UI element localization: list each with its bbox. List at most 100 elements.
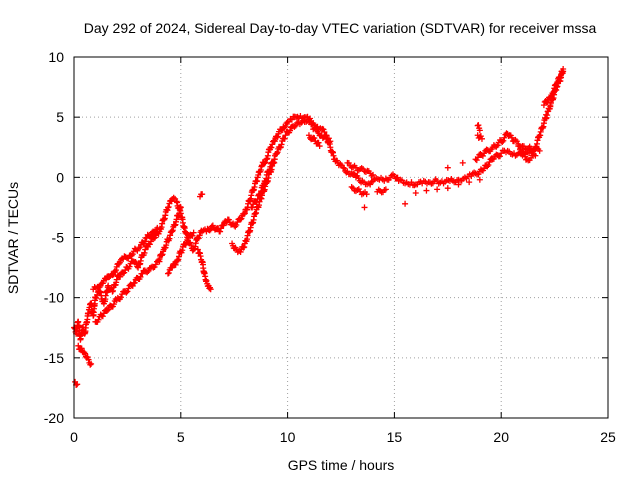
- data-point: [532, 152, 539, 159]
- data-point: [486, 159, 493, 166]
- data-point: [345, 160, 352, 167]
- data-point: [177, 204, 184, 211]
- data-point: [253, 199, 260, 206]
- data-point: [241, 211, 248, 218]
- data-point: [237, 216, 244, 223]
- data-point: [277, 144, 284, 151]
- data-point: [217, 228, 224, 235]
- plot-frame: [73, 56, 609, 419]
- data-point: [104, 307, 111, 314]
- data-point: [499, 138, 506, 145]
- data-point: [363, 191, 370, 198]
- data-point: [189, 232, 196, 239]
- data-point: [110, 301, 117, 308]
- data-point: [485, 161, 492, 168]
- data-point: [555, 78, 562, 85]
- data-point: [241, 244, 248, 251]
- data-point: [516, 146, 523, 153]
- data-point: [308, 121, 315, 128]
- data-point: [543, 111, 550, 118]
- data-point: [185, 235, 192, 242]
- data-point: [124, 288, 131, 295]
- data-point: [147, 232, 154, 239]
- data-point: [85, 356, 92, 363]
- data-point: [99, 313, 106, 320]
- data-point: [466, 179, 473, 186]
- x-tick-label: 10: [280, 429, 296, 445]
- data-point: [496, 153, 503, 160]
- data-point: [165, 204, 172, 211]
- data-point: [120, 270, 127, 277]
- data-point: [78, 345, 85, 352]
- data-point: [291, 123, 298, 130]
- data-point: [99, 280, 106, 287]
- y-tick-label: -5: [52, 230, 65, 246]
- data-point: [129, 251, 136, 258]
- data-point: [220, 222, 227, 229]
- data-point: [265, 168, 272, 175]
- x-axis-label: GPS time / hours: [288, 457, 395, 473]
- data-point: [141, 249, 148, 256]
- y-axis-label: SDTVAR / TECUs: [5, 182, 21, 294]
- data-point: [481, 165, 488, 172]
- x-tick-label: 15: [387, 429, 403, 445]
- data-point: [292, 122, 299, 129]
- data-point: [207, 286, 214, 293]
- data-point: [82, 350, 89, 357]
- data-point: [249, 204, 256, 211]
- data-point: [199, 191, 206, 198]
- data-point: [551, 87, 558, 94]
- data-point: [87, 361, 94, 368]
- data-point: [131, 279, 138, 286]
- data-point: [144, 269, 151, 276]
- data-point: [350, 170, 357, 177]
- data-point: [377, 188, 384, 195]
- data-point: [195, 235, 202, 242]
- data-point: [203, 277, 210, 284]
- data-point: [139, 270, 146, 277]
- data-point: [206, 227, 213, 234]
- data-point: [238, 215, 245, 222]
- chart-title: Day 292 of 2024, Sidereal Day-to-day VTE…: [84, 20, 597, 36]
- data-point: [411, 182, 418, 189]
- data-point: [105, 282, 112, 289]
- data-point: [225, 216, 232, 223]
- data-point: [103, 276, 110, 283]
- data-point: [278, 141, 285, 148]
- data-point: [188, 242, 195, 249]
- data-point: [382, 186, 389, 193]
- data-point: [560, 66, 567, 73]
- data-point: [125, 255, 132, 262]
- data-point: [113, 267, 120, 274]
- data-point: [237, 248, 244, 255]
- data-point: [341, 165, 348, 172]
- data-point: [117, 294, 124, 301]
- data-point: [268, 144, 275, 151]
- data-point: [423, 187, 430, 194]
- axis-ticks: 0 5 10 15 20 25 -20 -15 -10 -5 0 5 10: [44, 49, 616, 445]
- data-point: [370, 171, 377, 178]
- data-point: [233, 222, 240, 229]
- data-point: [142, 246, 149, 253]
- data-point: [84, 353, 91, 360]
- data-point: [156, 258, 163, 265]
- data-point: [327, 138, 334, 145]
- data-point: [477, 133, 484, 140]
- data-point: [169, 264, 176, 271]
- x-tick-label: 20: [493, 429, 509, 445]
- data-point: [476, 127, 483, 134]
- data-point: [516, 142, 523, 149]
- data-point: [196, 232, 203, 239]
- data-point: [434, 186, 441, 193]
- data-point: [348, 183, 355, 190]
- data-point: [172, 261, 179, 268]
- data-point: [478, 135, 485, 142]
- data-point: [266, 167, 273, 174]
- data-point: [179, 247, 186, 254]
- data-point: [152, 261, 159, 268]
- data-point: [540, 102, 547, 109]
- data-point: [126, 263, 133, 270]
- data-point: [95, 316, 102, 323]
- data-point: [274, 149, 281, 156]
- data-point: [455, 181, 462, 188]
